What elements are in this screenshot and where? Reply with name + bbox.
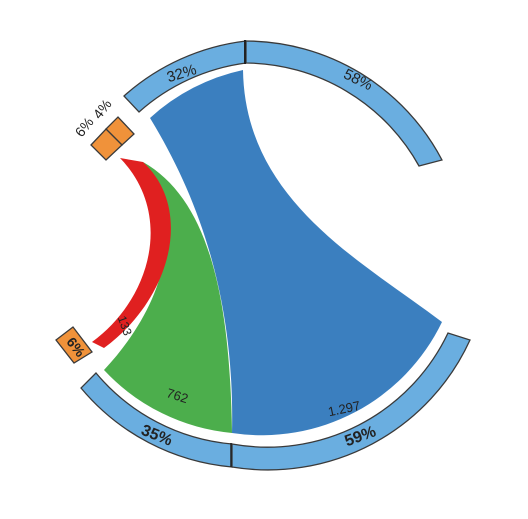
segment-top-58 xyxy=(245,40,443,167)
segment-bottom-59 xyxy=(231,332,471,471)
flow-ribbon-green xyxy=(104,162,232,433)
flow-ribbon-blue xyxy=(150,70,442,436)
segment-top-6 xyxy=(90,128,123,161)
flow-value-green: 762 xyxy=(165,385,190,406)
label-top-4: 4% xyxy=(90,96,115,122)
flow-value-red: 133 xyxy=(115,314,135,338)
flow-ribbon-red xyxy=(92,158,171,348)
flow-value-blue: 1.297 xyxy=(327,398,362,419)
segment-bottom-6 xyxy=(55,326,93,364)
label-top-6: 6% xyxy=(72,114,97,140)
